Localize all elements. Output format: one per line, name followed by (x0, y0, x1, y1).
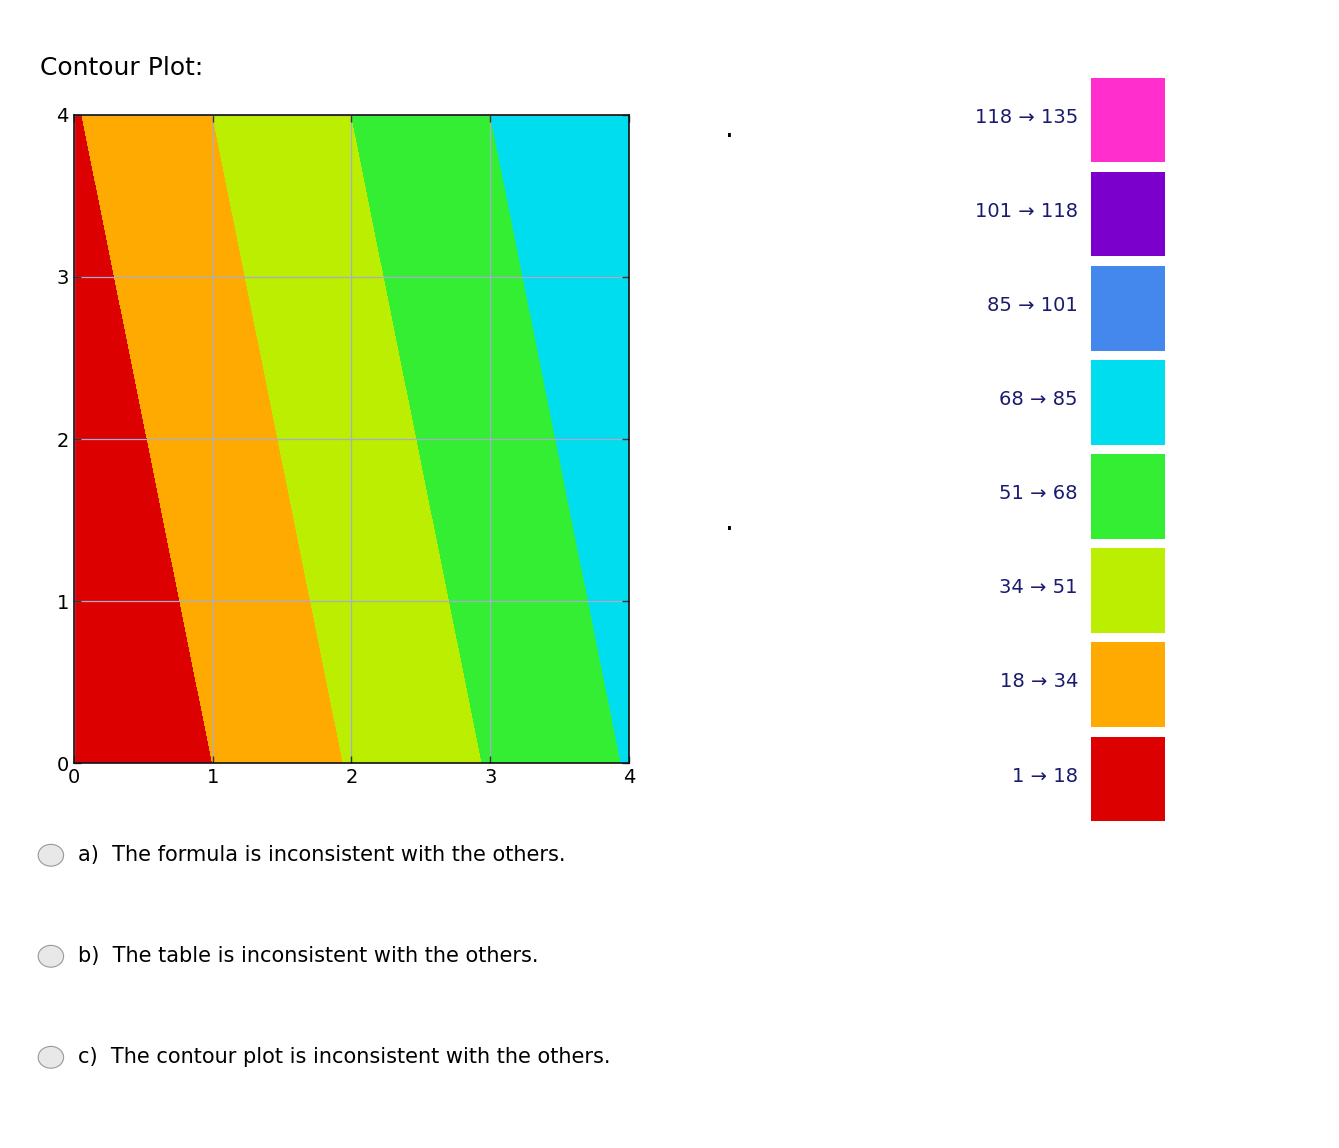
Text: 85 → 101: 85 → 101 (987, 296, 1078, 315)
Text: 18 → 34: 18 → 34 (999, 673, 1078, 691)
Text: Contour Plot:: Contour Plot: (40, 55, 204, 79)
Text: a)  The formula is inconsistent with the others.: a) The formula is inconsistent with the … (78, 845, 565, 866)
Text: .: . (726, 509, 734, 536)
Text: 1 → 18: 1 → 18 (1012, 767, 1078, 785)
Text: 101 → 118: 101 → 118 (975, 202, 1078, 220)
Text: b)  The table is inconsistent with the others.: b) The table is inconsistent with the ot… (78, 946, 538, 967)
Text: 118 → 135: 118 → 135 (975, 108, 1078, 126)
Text: c)  The contour plot is inconsistent with the others.: c) The contour plot is inconsistent with… (78, 1047, 611, 1068)
Text: 51 → 68: 51 → 68 (999, 484, 1078, 503)
Text: .: . (726, 115, 734, 142)
Text: 68 → 85: 68 → 85 (999, 390, 1078, 409)
Text: 34 → 51: 34 → 51 (999, 579, 1078, 597)
